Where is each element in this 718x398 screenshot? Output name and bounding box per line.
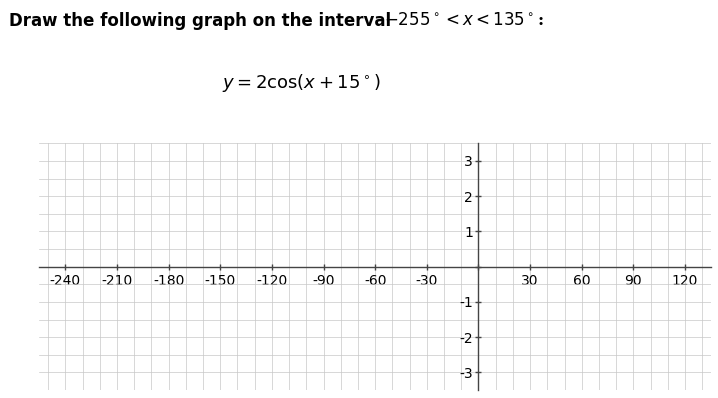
Text: Draw the following graph on the interval: Draw the following graph on the interval (9, 12, 391, 30)
Text: $y = 2\cos(x + 15^\circ)$: $y = 2\cos(x + 15^\circ)$ (223, 72, 381, 94)
Text: $-255^\circ < x < 135^\circ$:: $-255^\circ < x < 135^\circ$: (384, 12, 544, 29)
